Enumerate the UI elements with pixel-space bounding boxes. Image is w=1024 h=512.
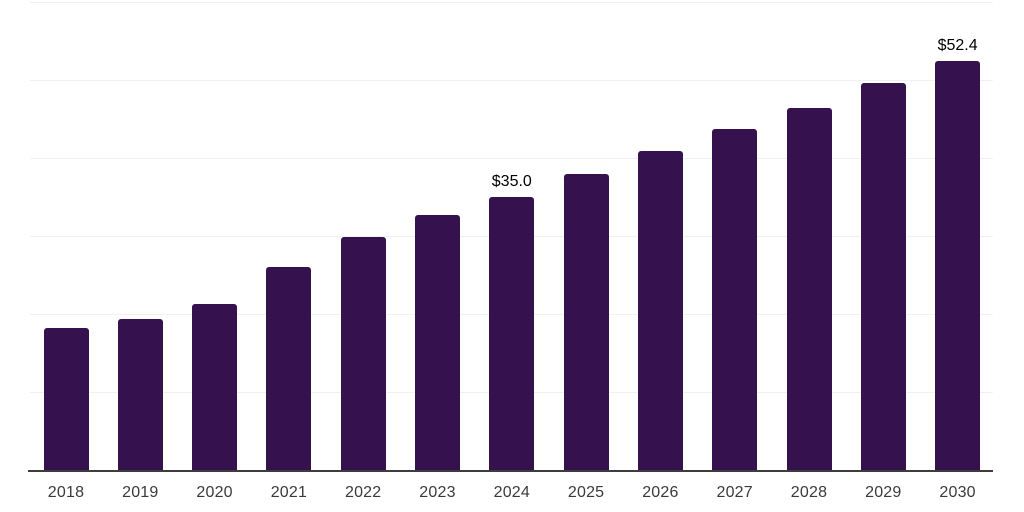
bar-2029 xyxy=(860,82,906,471)
x-tick-2019: 2019 xyxy=(122,484,159,501)
bar-2020 xyxy=(192,303,238,471)
bar-2030 xyxy=(935,61,981,471)
x-tick-2021: 2021 xyxy=(270,484,308,501)
value-label-2024: $35.0 xyxy=(491,173,532,191)
gridline-50 xyxy=(30,79,993,81)
x-tick-2023: 2023 xyxy=(419,484,456,501)
gridline-60 xyxy=(30,1,993,3)
x-axis-line xyxy=(28,470,993,472)
bar-2026 xyxy=(637,151,683,471)
gridline-40 xyxy=(30,157,993,159)
x-tick-2025: 2025 xyxy=(567,484,605,501)
bar-2025 xyxy=(563,173,609,471)
x-tick-2027: 2027 xyxy=(716,484,753,501)
bar-2018 xyxy=(43,327,89,471)
x-tick-2029: 2029 xyxy=(865,484,902,501)
bar-2019 xyxy=(117,318,163,471)
bar-2023 xyxy=(415,215,460,471)
value-label-2030: $52.4 xyxy=(937,37,978,55)
bar-2027 xyxy=(712,129,758,471)
x-tick-2028: 2028 xyxy=(790,484,828,501)
x-tick-2024: 2024 xyxy=(493,484,530,501)
x-tick-2020: 2020 xyxy=(196,484,233,501)
x-tick-2026: 2026 xyxy=(642,484,679,501)
bar-2024 xyxy=(489,197,535,471)
bar-2022 xyxy=(340,236,386,471)
bar-2028 xyxy=(786,107,832,471)
x-tick-2018: 2018 xyxy=(47,484,85,501)
x-tick-2022: 2022 xyxy=(344,484,382,501)
bar-2021 xyxy=(266,267,312,471)
x-tick-2030: 2030 xyxy=(939,484,976,501)
